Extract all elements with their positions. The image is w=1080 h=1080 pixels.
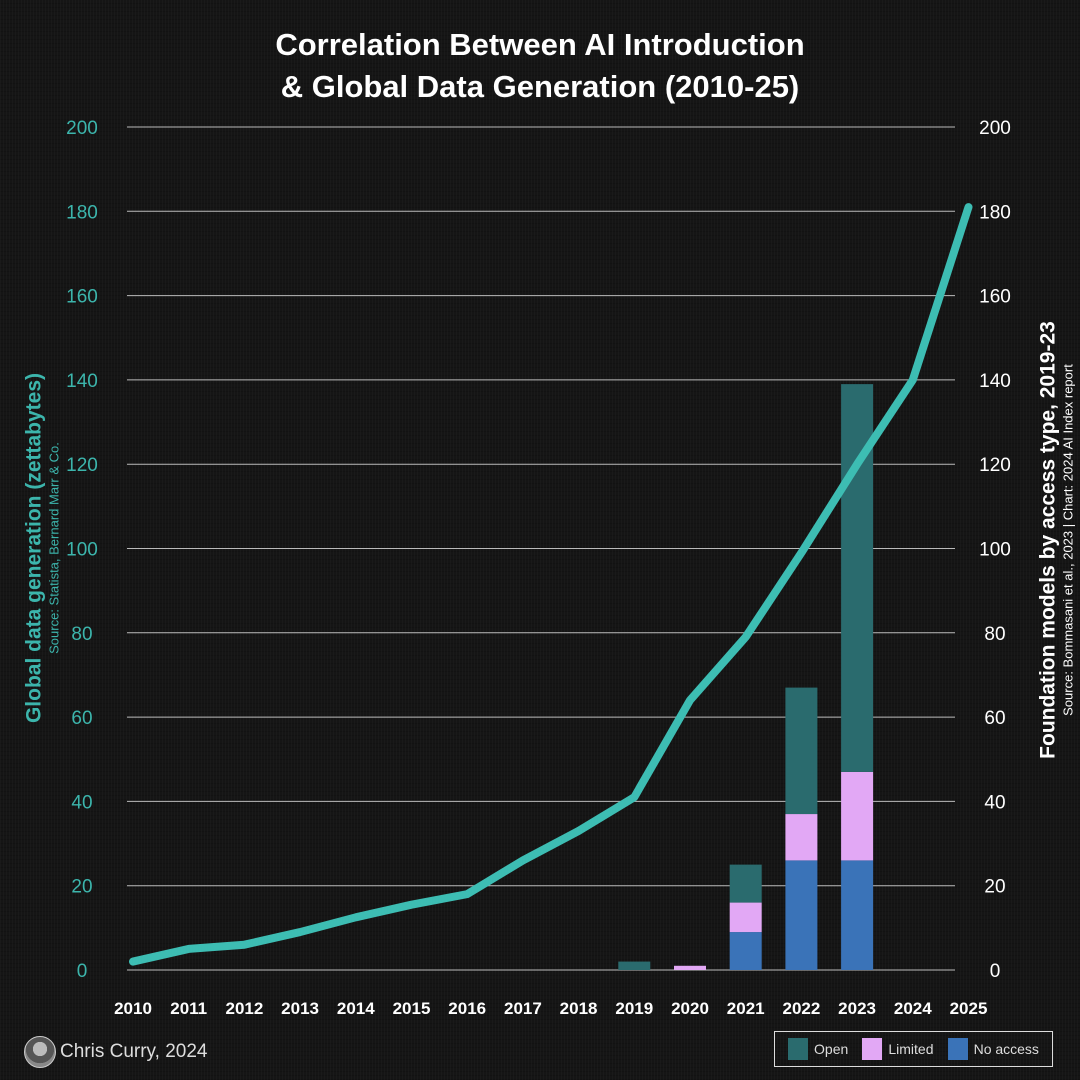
left-tick-label: 20 <box>71 877 92 898</box>
bar-limited <box>674 965 706 970</box>
right-tick-label: 180 <box>979 202 1011 223</box>
right-tick-label: 20 <box>984 877 1005 898</box>
left-tick-label: 40 <box>71 792 92 813</box>
bar-limited <box>729 902 762 933</box>
x-tick-label: 2013 <box>281 999 319 1018</box>
bar-no-access <box>729 932 762 970</box>
x-tick-label: 2012 <box>225 999 263 1018</box>
bar-limited <box>841 771 874 861</box>
left-tick-label: 0 <box>77 961 88 982</box>
right-tick-label: 120 <box>979 455 1011 476</box>
x-tick-label: 2020 <box>671 999 709 1018</box>
x-tick-label: 2021 <box>727 999 765 1018</box>
legend-label: Open <box>814 1041 849 1057</box>
legend-item-no-access: No access <box>947 1038 1039 1060</box>
bar-open <box>618 961 651 970</box>
x-tick-label: 2015 <box>393 999 431 1018</box>
title-line-1: Correlation Between AI Introduction <box>275 27 805 62</box>
left-axis-title: Global data generation (zettabytes) <box>22 372 46 724</box>
x-tick-label: 2010 <box>114 999 152 1018</box>
bar-limited <box>785 814 818 861</box>
bar-no-access <box>785 860 818 970</box>
left-tick-label: 60 <box>71 708 92 729</box>
right-tick-label: 80 <box>984 624 1005 645</box>
left-tick-label: 140 <box>66 371 98 392</box>
right-axis-source: Source: Bommasani et al., 2023 | Chart: … <box>1060 364 1076 716</box>
left-tick-label: 180 <box>66 202 98 223</box>
x-tick-label: 2025 <box>950 999 988 1018</box>
left-tick-label: 100 <box>66 540 98 561</box>
legend-swatch <box>788 1038 809 1060</box>
title-line-2: & Global Data Generation (2010-25) <box>280 69 800 104</box>
x-tick-label: 2018 <box>560 999 598 1018</box>
bar-no-access <box>841 860 874 970</box>
legend-item-limited: Limited <box>862 1038 934 1060</box>
right-axis-label: Foundation models by access type, 2019-2… <box>1037 321 1076 759</box>
legend-swatch <box>947 1038 968 1060</box>
left-tick-label: 120 <box>66 455 98 476</box>
right-tick-label: 60 <box>984 708 1005 729</box>
right-axis-title: Foundation models by access type, 2019-2… <box>1036 321 1060 759</box>
data-line <box>129 203 973 966</box>
left-axis-label: Global data generation (zettabytes) Sour… <box>23 373 62 723</box>
left-axis-source: Source: Statista, Bernard Marr & Co. <box>46 442 62 654</box>
x-tick-label: 2024 <box>894 999 932 1018</box>
author-credit: Chris Curry, 2024 <box>24 1036 207 1068</box>
legend: Open Limited No access <box>774 1031 1053 1067</box>
bar-open <box>785 687 818 815</box>
right-tick-label: 100 <box>979 540 1011 561</box>
bar-open <box>729 864 762 903</box>
chart-title: Correlation Between AI Introduction & Gl… <box>0 24 1080 108</box>
x-tick-label: 2017 <box>504 999 542 1018</box>
right-tick-label: 140 <box>979 371 1011 392</box>
right-tick-label: 40 <box>984 792 1005 813</box>
right-tick-label: 0 <box>990 961 1001 982</box>
x-tick-label: 2019 <box>615 999 653 1018</box>
x-tick-label: 2023 <box>838 999 876 1018</box>
right-tick-label: 160 <box>979 287 1011 308</box>
x-tick-label: 2016 <box>448 999 486 1018</box>
right-tick-label: 200 <box>979 118 1011 139</box>
x-tick-label: 2014 <box>337 999 375 1018</box>
x-tick-label: 2011 <box>170 999 207 1018</box>
legend-item-open: Open <box>788 1038 848 1060</box>
legend-label: No access <box>973 1041 1039 1057</box>
legend-swatch <box>862 1038 883 1060</box>
author-name: Chris Curry, 2024 <box>60 1041 208 1062</box>
avatar <box>24 1036 56 1068</box>
left-tick-label: 160 <box>66 287 98 308</box>
x-tick-label: 2022 <box>782 999 820 1018</box>
left-tick-label: 80 <box>71 624 92 645</box>
left-tick-label: 200 <box>66 118 98 139</box>
legend-label: Limited <box>888 1041 934 1057</box>
